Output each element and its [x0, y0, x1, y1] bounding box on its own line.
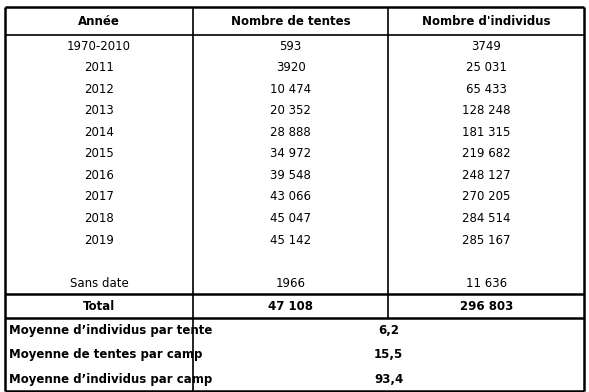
Text: Total: Total [83, 299, 115, 313]
Text: 6,2: 6,2 [378, 324, 399, 337]
Text: 593: 593 [280, 40, 302, 53]
Text: 45 142: 45 142 [270, 234, 312, 247]
Text: 270 205: 270 205 [462, 191, 511, 203]
Text: Moyenne de tentes par camp: Moyenne de tentes par camp [9, 348, 203, 361]
Text: 1966: 1966 [276, 277, 306, 290]
Text: 248 127: 248 127 [462, 169, 511, 182]
Text: 39 548: 39 548 [270, 169, 311, 182]
Text: 2014: 2014 [84, 126, 114, 139]
Text: 65 433: 65 433 [466, 83, 507, 96]
Text: 3920: 3920 [276, 61, 306, 74]
Text: 219 682: 219 682 [462, 147, 511, 160]
Text: Moyenne d’individus par camp: Moyenne d’individus par camp [9, 372, 213, 386]
Text: 284 514: 284 514 [462, 212, 511, 225]
Text: Sans date: Sans date [70, 277, 128, 290]
Text: 181 315: 181 315 [462, 126, 511, 139]
Text: Nombre d'individus: Nombre d'individus [422, 15, 551, 28]
Text: 15,5: 15,5 [374, 348, 403, 361]
Text: Moyenne d’individus par tente: Moyenne d’individus par tente [9, 324, 213, 337]
Text: 2012: 2012 [84, 83, 114, 96]
Text: 2015: 2015 [84, 147, 114, 160]
Text: 28 888: 28 888 [270, 126, 311, 139]
Text: 34 972: 34 972 [270, 147, 312, 160]
Text: 43 066: 43 066 [270, 191, 311, 203]
Text: 25 031: 25 031 [466, 61, 507, 74]
Text: 2019: 2019 [84, 234, 114, 247]
Text: 93,4: 93,4 [374, 372, 403, 386]
Text: 3749: 3749 [471, 40, 501, 53]
Text: 20 352: 20 352 [270, 104, 311, 117]
Text: Nombre de tentes: Nombre de tentes [231, 15, 350, 28]
Text: 296 803: 296 803 [460, 299, 513, 313]
Text: 128 248: 128 248 [462, 104, 511, 117]
Text: 47 108: 47 108 [268, 299, 313, 313]
Text: 10 474: 10 474 [270, 83, 312, 96]
Text: 45 047: 45 047 [270, 212, 311, 225]
Text: 2018: 2018 [84, 212, 114, 225]
Text: 285 167: 285 167 [462, 234, 511, 247]
Text: 2016: 2016 [84, 169, 114, 182]
Text: 2017: 2017 [84, 191, 114, 203]
Text: 11 636: 11 636 [466, 277, 507, 290]
Text: 1970-2010: 1970-2010 [67, 40, 131, 53]
Text: 2011: 2011 [84, 61, 114, 74]
Text: 2013: 2013 [84, 104, 114, 117]
Text: Année: Année [78, 15, 120, 28]
